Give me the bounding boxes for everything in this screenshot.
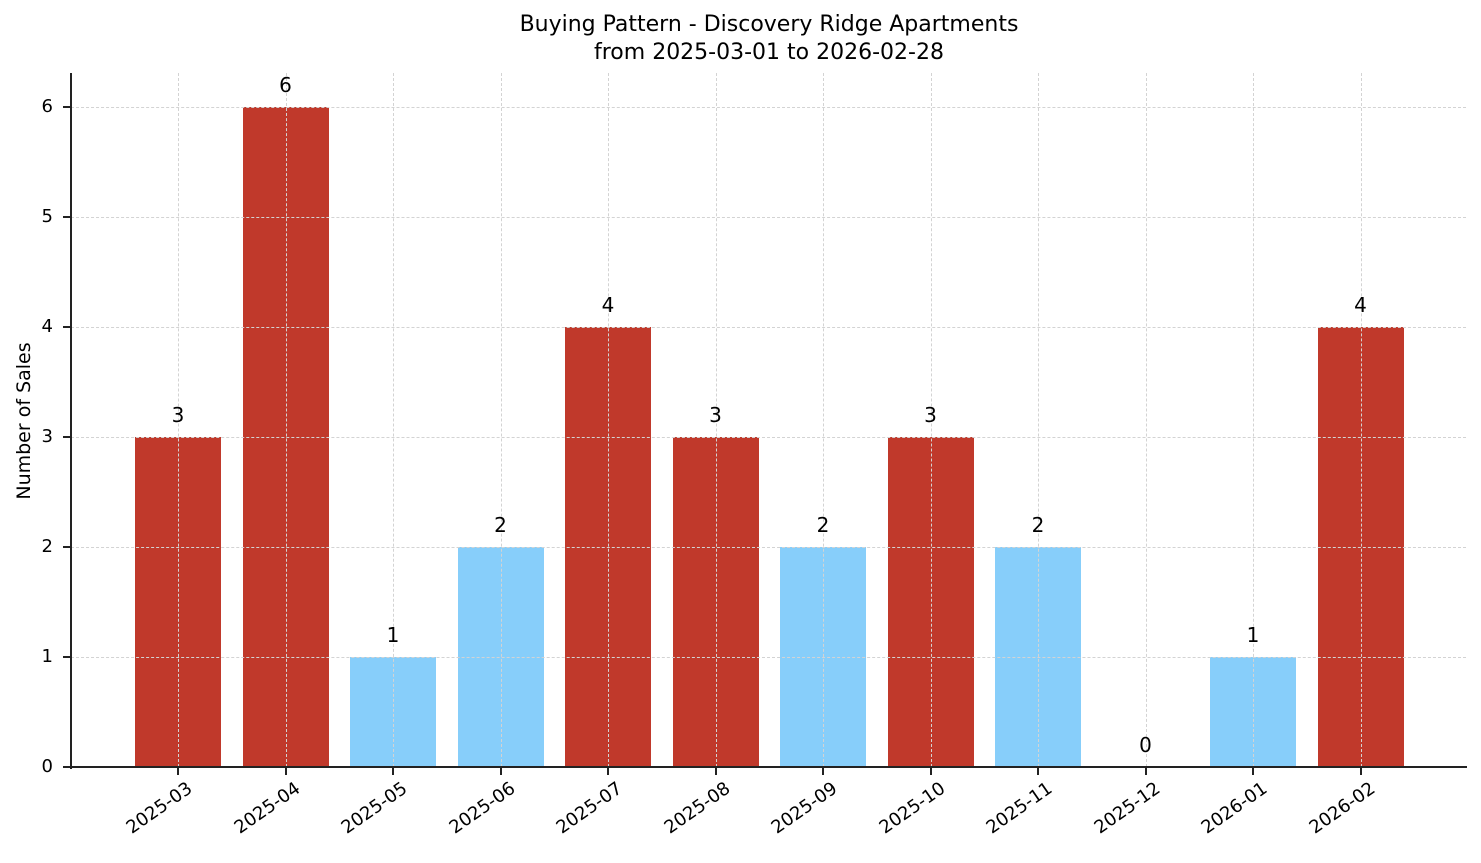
y-tick-label: 3 <box>41 426 53 448</box>
value-label: 3 <box>171 403 185 428</box>
gridline-x-2025-03 <box>178 73 179 767</box>
gridline-x-2025-07 <box>608 73 609 767</box>
x-tick-label: 2025-04 <box>230 778 304 839</box>
gridline-x-2025-04 <box>285 73 287 767</box>
x-tick-label: 2025-12 <box>1090 778 1164 839</box>
x-tick-2025-12 <box>1144 768 1147 775</box>
y-tick-4 <box>63 326 70 329</box>
y-tick-6 <box>63 106 70 109</box>
x-tick-2025-04 <box>284 768 287 775</box>
value-label: 0 <box>1139 733 1152 757</box>
x-tick-2026-01 <box>1252 768 1254 775</box>
x-tick-2025-06 <box>499 768 502 775</box>
x-tick-2025-07 <box>607 768 609 775</box>
x-tick-label: 2025-08 <box>660 778 734 839</box>
chart-title-main: Buying Pattern - Discovery Ridge Apartme… <box>519 12 1019 37</box>
y-tick-label: 0 <box>41 756 53 777</box>
gridline-y-4 <box>71 327 1466 329</box>
y-tick-label: 6 <box>41 96 53 118</box>
value-label: 6 <box>279 73 292 98</box>
y-tick-5 <box>63 216 70 219</box>
y-axis-label: Number of Sales <box>13 342 35 500</box>
x-tick-2025-08 <box>714 768 717 775</box>
x-tick-2026-02 <box>1359 768 1362 775</box>
value-label: 2 <box>494 513 507 538</box>
y-tick-label: 2 <box>41 536 53 558</box>
x-tick-label: 2025-05 <box>337 778 412 839</box>
x-tick-2025-03 <box>177 768 179 775</box>
gridline-x-2025-10 <box>930 73 932 767</box>
x-tick-label: 2025-07 <box>552 778 627 839</box>
gridline-y-3 <box>71 437 1466 439</box>
x-tick-2025-10 <box>929 768 932 775</box>
x-tick-label: 2025-06 <box>445 778 519 839</box>
x-tick-label: 2025-03 <box>122 778 197 839</box>
value-label: 3 <box>924 403 937 428</box>
value-label: 2 <box>816 513 830 538</box>
gridline-x-2026-01 <box>1253 73 1254 767</box>
gridline-x-2025-09 <box>823 73 824 767</box>
value-label: 2 <box>1031 513 1045 538</box>
chart-subtitle: from 2025-03-01 to 2026-02-28 <box>594 40 944 65</box>
x-tick-label: 2025-10 <box>875 778 949 839</box>
gridline-x-2025-05 <box>393 73 394 767</box>
x-tick-label: 2026-02 <box>1305 778 1379 839</box>
y-tick-label: 1 <box>41 646 53 668</box>
gridline-y-2 <box>71 547 1466 549</box>
y-tick-3 <box>63 436 70 439</box>
gridline-x-2025-08 <box>715 73 717 767</box>
x-tick-2025-05 <box>392 768 394 775</box>
value-label: 4 <box>1354 293 1367 318</box>
plot-area <box>71 73 1466 767</box>
x-axis-spine <box>70 766 1467 768</box>
value-label: 4 <box>601 293 615 318</box>
gridline-y-1 <box>71 657 1466 659</box>
x-tick-2025-09 <box>822 768 824 775</box>
gridline-y-6 <box>71 107 1466 109</box>
y-tick-0 <box>63 766 70 768</box>
gridline-x-2025-12 <box>1145 73 1147 767</box>
gridline-x-2025-06 <box>500 73 502 767</box>
gridline-y-5 <box>71 217 1466 219</box>
value-label: 1 <box>386 623 400 648</box>
x-tick-label: 2025-11 <box>982 778 1057 839</box>
y-tick-1 <box>63 656 70 659</box>
x-tick-2025-11 <box>1037 768 1039 775</box>
x-tick-label: 2025-09 <box>767 778 842 839</box>
value-label: 3 <box>709 403 722 428</box>
y-tick-label: 5 <box>41 206 53 228</box>
y-tick-label: 4 <box>41 316 53 338</box>
chart-title: Buying Pattern - Discovery Ridge Apartme… <box>0 11 1481 67</box>
y-axis-spine <box>70 73 72 769</box>
x-tick-label: 2026-01 <box>1197 778 1272 839</box>
value-label: 1 <box>1246 623 1260 648</box>
gridline-x-2026-02 <box>1360 73 1362 767</box>
gridline-x-2025-11 <box>1038 73 1039 767</box>
y-tick-2 <box>63 546 70 549</box>
